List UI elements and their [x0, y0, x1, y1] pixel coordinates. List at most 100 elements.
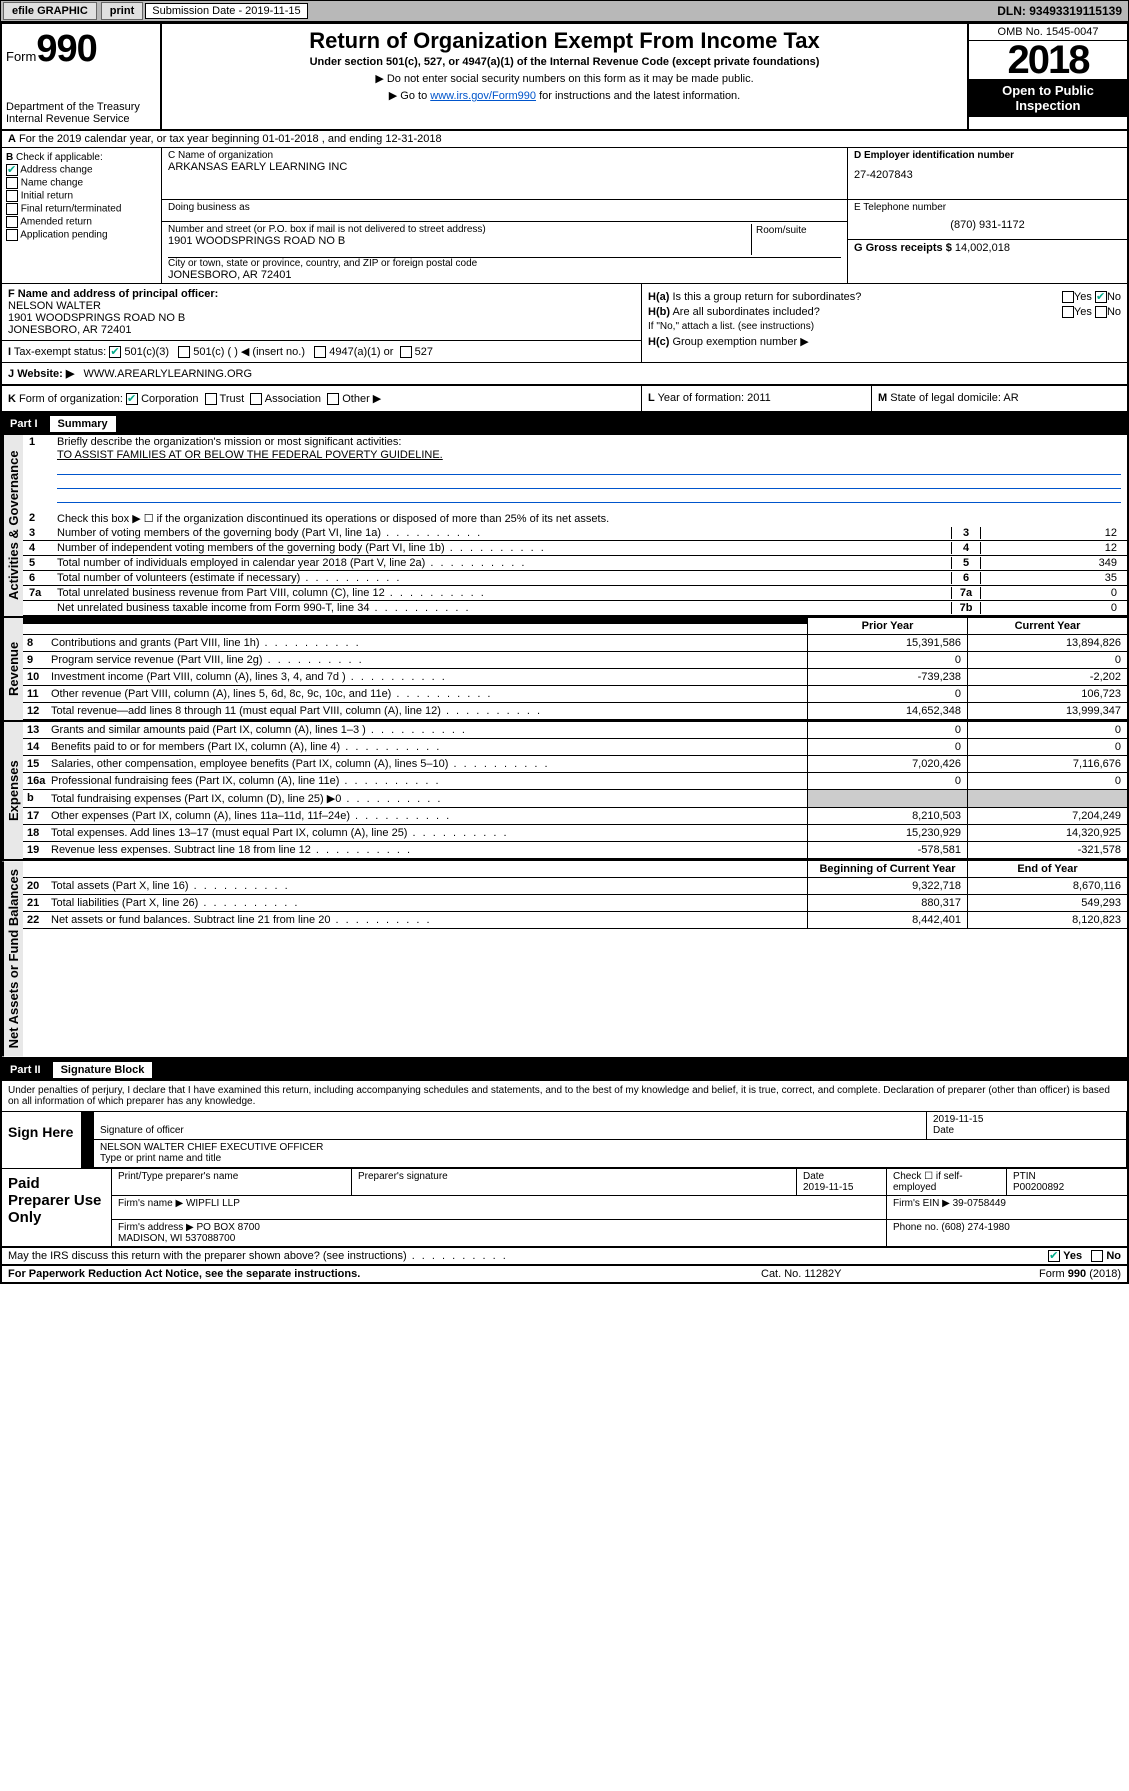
officer-printed-label: Type or print name and title — [100, 1153, 221, 1164]
initial-return-check[interactable] — [6, 190, 18, 202]
instruction-1: ▶ Do not enter social security numbers o… — [170, 72, 959, 85]
irs-link[interactable]: www.irs.gov/Form990 — [430, 90, 536, 102]
assoc-check[interactable] — [250, 393, 262, 405]
trust-check[interactable] — [205, 393, 217, 405]
catalog-number: Cat. No. 11282Y — [761, 1268, 961, 1280]
part2-header: Part II Signature Block — [2, 1059, 1127, 1081]
mission-text: TO ASSIST FAMILIES AT OR BELOW THE FEDER… — [23, 449, 1127, 461]
state-domicile: AR — [1003, 392, 1018, 404]
vtab-expenses: Expenses — [2, 722, 23, 859]
amended-return-check[interactable] — [6, 216, 18, 228]
summary-line: 12Total revenue—add lines 8 through 11 (… — [23, 703, 1127, 720]
perjury-text: Under penalties of perjury, I declare th… — [2, 1081, 1127, 1112]
prep-self-employed: Check ☐ if self-employed — [887, 1169, 1007, 1195]
vtab-net-assets: Net Assets or Fund Balances — [2, 861, 23, 1056]
summary-line: 11Other revenue (Part VIII, column (A), … — [23, 686, 1127, 703]
sig-arrow-icon — [82, 1140, 94, 1167]
ha-yes[interactable] — [1062, 291, 1074, 303]
summary-line: 17Other expenses (Part IX, column (A), l… — [23, 808, 1127, 825]
firm-addr-label: Firm's address ▶ — [118, 1222, 194, 1233]
form-subtitle: Under section 501(c), 527, or 4947(a)(1)… — [170, 56, 959, 68]
form-title: Return of Organization Exempt From Incom… — [170, 28, 959, 54]
summary-line: bTotal fundraising expenses (Part IX, co… — [23, 790, 1127, 808]
501c-check[interactable] — [178, 346, 190, 358]
ptin: P00200892 — [1013, 1182, 1064, 1193]
row-a-calendar-year: A For the 2019 calendar year, or tax yea… — [2, 131, 1127, 148]
officer-addr1: 1901 WOODSPRINGS ROAD NO B — [8, 312, 635, 324]
ein: 27-4207843 — [854, 169, 1121, 181]
phone-label: E Telephone number — [854, 202, 1121, 213]
summary-line: 21Total liabilities (Part X, line 26)880… — [23, 895, 1127, 912]
ha-no[interactable] — [1095, 291, 1107, 303]
room-label: Room/suite — [756, 225, 807, 236]
dln: DLN: 93493319115139 — [997, 4, 1128, 18]
form-number: 990 — [36, 28, 96, 70]
website-label: Website: ▶ — [17, 368, 74, 380]
prep-name-label: Print/Type preparer's name — [112, 1169, 352, 1195]
other-check[interactable] — [327, 393, 339, 405]
submission-date: Submission Date - 2019-11-15 — [145, 3, 307, 19]
summary-line: 4Number of independent voting members of… — [23, 541, 1127, 556]
hb-no[interactable] — [1095, 306, 1107, 318]
discuss-no-check[interactable] — [1091, 1250, 1103, 1262]
department: Department of the Treasury Internal Reve… — [6, 101, 156, 125]
summary-line: 5Total number of individuals employed in… — [23, 556, 1127, 571]
summary-line: Net unrelated business taxable income fr… — [23, 601, 1127, 616]
527-check[interactable] — [400, 346, 412, 358]
sig-arrow-icon — [82, 1112, 94, 1139]
officer-name: NELSON WALTER — [8, 300, 635, 312]
name-change-check[interactable] — [6, 177, 18, 189]
summary-line: 19Revenue less expenses. Subtract line 1… — [23, 842, 1127, 859]
address-change-check[interactable] — [6, 164, 18, 176]
officer-printed-name: NELSON WALTER CHIEF EXECUTIVE OFFICER — [100, 1142, 323, 1153]
street-label: Number and street (or P.O. box if mail i… — [168, 224, 751, 235]
col-current: Current Year — [967, 618, 1127, 634]
open-public-badge: Open to Public Inspection — [969, 79, 1127, 117]
efile-graphic-button[interactable]: efile GRAPHIC — [3, 2, 97, 20]
gross-receipts-label: G Gross receipts $ — [854, 242, 952, 254]
org-name-label: C Name of organization — [168, 150, 841, 161]
corp-check[interactable] — [126, 393, 138, 405]
summary-line: 18Total expenses. Add lines 13–17 (must … — [23, 825, 1127, 842]
ein-label: D Employer identification number — [854, 150, 1014, 161]
form-990: Form990 Department of the Treasury Inter… — [0, 22, 1129, 1284]
form-word: Form — [6, 49, 36, 64]
501c3-check[interactable] — [109, 346, 121, 358]
sig-date-label: Date — [933, 1125, 954, 1136]
paid-preparer-label: Paid Preparer Use Only — [2, 1169, 112, 1246]
application-pending-check[interactable] — [6, 229, 18, 241]
summary-line: 20Total assets (Part X, line 16)9,322,71… — [23, 878, 1127, 895]
city: JONESBORO, AR 72401 — [168, 269, 841, 281]
city-label: City or town, state or province, country… — [168, 258, 841, 269]
year-formation: 2011 — [747, 392, 771, 404]
line1-label: Briefly describe the organization's miss… — [57, 436, 1121, 448]
firm-phone: (608) 274-1980 — [941, 1222, 1009, 1233]
summary-line: 7aTotal unrelated business revenue from … — [23, 586, 1127, 601]
4947-check[interactable] — [314, 346, 326, 358]
year-formation-label: Year of formation: — [658, 392, 744, 404]
hb-yes[interactable] — [1062, 306, 1074, 318]
col-end: End of Year — [967, 861, 1127, 877]
officer-addr2: JONESBORO, AR 72401 — [8, 324, 635, 336]
officer-label: F Name and address of principal officer: — [8, 288, 635, 300]
discuss-yes-check[interactable] — [1048, 1250, 1060, 1262]
print-button[interactable]: print — [101, 2, 143, 20]
summary-line: 8Contributions and grants (Part VIII, li… — [23, 635, 1127, 652]
state-domicile-label: State of legal domicile: — [890, 392, 1001, 404]
firm-phone-label: Phone no. — [893, 1222, 939, 1233]
discuss-label: May the IRS discuss this return with the… — [8, 1250, 1048, 1262]
summary-line: 16aProfessional fundraising fees (Part I… — [23, 773, 1127, 790]
hb-note: If "No," attach a list. (see instruction… — [648, 321, 1121, 332]
prep-date-label: Date — [803, 1171, 824, 1182]
hc-label: Group exemption number ▶ — [672, 336, 808, 348]
line2-label: Check this box ▶ ☐ if the organization d… — [57, 512, 1121, 525]
paperwork-notice: For Paperwork Reduction Act Notice, see … — [8, 1268, 761, 1280]
final-return-check[interactable] — [6, 203, 18, 215]
sig-officer-label: Signature of officer — [100, 1125, 184, 1136]
prep-date: 2019-11-15 — [803, 1182, 853, 1193]
firm-ein-label: Firm's EIN ▶ — [893, 1198, 950, 1209]
part1-header: Part I Summary — [2, 413, 1127, 435]
col-prior: Prior Year — [807, 618, 967, 634]
summary-line: 15Salaries, other compensation, employee… — [23, 756, 1127, 773]
firm-name-label: Firm's name ▶ — [118, 1198, 183, 1209]
